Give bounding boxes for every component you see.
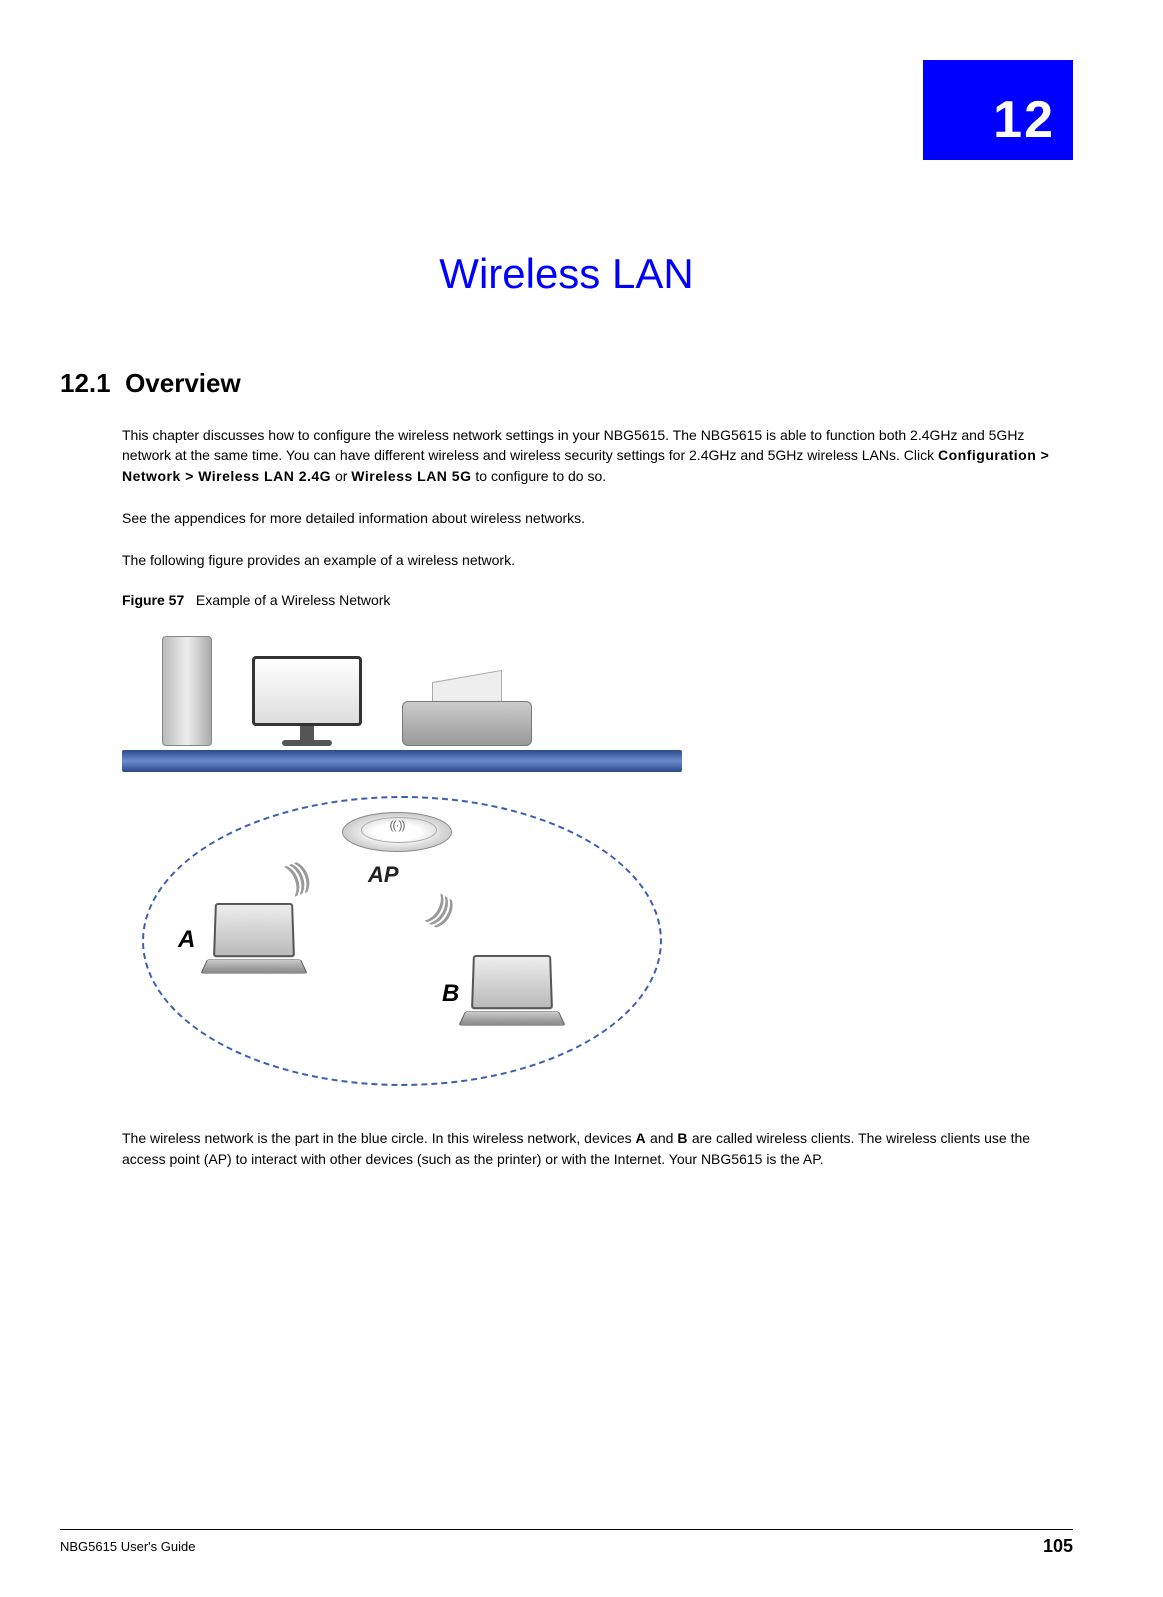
- overview-paragraph-4: The wireless network is the part in the …: [122, 1128, 1063, 1169]
- p4-pre: The wireless network is the part in the …: [122, 1130, 636, 1146]
- p1-text: This chapter discusses how to configure …: [122, 427, 1024, 463]
- network-bar-icon: [122, 750, 682, 772]
- p1-path-2: Wireless LAN 5G: [351, 468, 471, 484]
- printer-icon: [402, 676, 532, 746]
- figure-caption: Figure 57 Example of a Wireless Network: [122, 592, 1063, 608]
- p4-mid1: and: [646, 1130, 677, 1146]
- page-footer: NBG5615 User's Guide 105: [60, 1529, 1073, 1557]
- overview-paragraph-1: This chapter discusses how to configure …: [122, 425, 1063, 486]
- client-b-label: B: [442, 980, 459, 1008]
- access-point-icon: [342, 812, 452, 852]
- section-number: 12.1: [60, 368, 111, 398]
- overview-paragraph-2: See the appendices for more detailed inf…: [122, 508, 1063, 528]
- figure-wireless-network: AP ))) ))) A B: [122, 616, 682, 1106]
- chapter-title: Wireless LAN: [60, 250, 1073, 298]
- ap-label: AP: [368, 862, 399, 888]
- overview-paragraph-3: The following figure provides an example…: [122, 550, 1063, 570]
- p4-b: B: [677, 1130, 688, 1146]
- server-tower-icon: [162, 636, 212, 746]
- figure-title: Example of a Wireless Network: [196, 592, 391, 608]
- p4-a: A: [636, 1130, 647, 1146]
- figure-number: Figure 57: [122, 592, 184, 608]
- desktop-computer-icon: [252, 656, 362, 746]
- footer-guide-name: NBG5615 User's Guide: [60, 1539, 195, 1554]
- laptop-a-icon: [214, 902, 304, 981]
- section-heading: 12.1 Overview: [60, 368, 1073, 399]
- laptop-b-icon: [472, 954, 562, 1033]
- client-a-label: A: [178, 926, 195, 954]
- wired-devices-row: [162, 616, 642, 746]
- p1-tail: to configure to do so.: [472, 468, 607, 484]
- p1-or: or: [331, 468, 351, 484]
- section-title: Overview: [125, 368, 241, 398]
- footer-page-number: 105: [1043, 1536, 1073, 1557]
- chapter-number-badge: 12: [923, 60, 1073, 160]
- wireless-zone: AP ))) ))) A B: [132, 786, 672, 1096]
